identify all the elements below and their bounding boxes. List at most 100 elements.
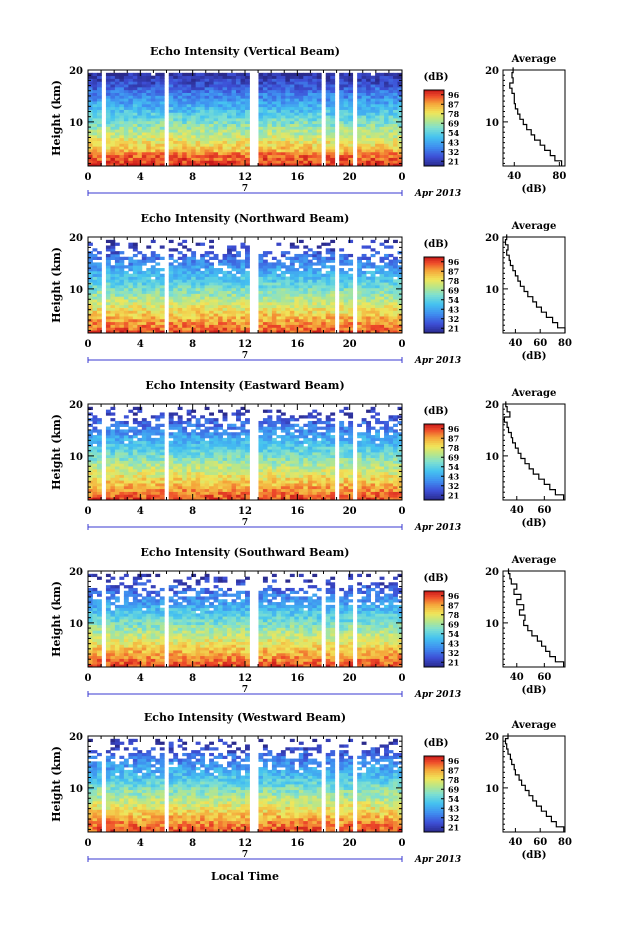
heatmap-cell: [289, 129, 295, 133]
heatmap-cell: [132, 471, 138, 475]
heatmap-cell: [298, 262, 304, 266]
heatmap-cell: [200, 316, 206, 320]
heatmap-cell: [258, 293, 264, 297]
heatmap-cell: [393, 132, 398, 136]
heatmap-cell: [150, 452, 156, 456]
heatmap-cell: [294, 86, 300, 91]
heatmap-cell: [137, 106, 143, 110]
heatmap-cell: [267, 282, 273, 286]
heatmap-cell: [366, 151, 371, 156]
heatmap-cell: [155, 299, 161, 303]
heatmap-cell: [128, 242, 134, 246]
heatmap-cell: [276, 268, 282, 272]
heatmap-cell: [245, 101, 250, 105]
heatmap-cell: [209, 452, 214, 456]
heatmap-cell: [271, 118, 277, 122]
heatmap-cell: [119, 474, 125, 478]
heatmap-cell: [303, 157, 309, 161]
heatmap-cell: [245, 265, 250, 269]
heatmap-cell: [218, 84, 223, 88]
heatmap-cell: [155, 146, 161, 150]
heatmap-cell: [200, 285, 206, 289]
heatmap-cell: [195, 460, 201, 464]
heatmap-cell: [114, 477, 120, 481]
heatmap-cell: [218, 95, 223, 99]
heatmap-cell: [177, 310, 183, 314]
heatmap-cell: [114, 316, 120, 320]
heatmap-cell: [393, 256, 398, 260]
heatmap-cell: [168, 120, 174, 125]
heatmap-cell: [146, 463, 152, 467]
heatmap-cell: [128, 494, 134, 498]
heatmap-cell: [168, 109, 174, 113]
heatmap-cell: [245, 140, 250, 144]
heatmap-cell: [96, 429, 102, 433]
heatmap-cell: [289, 304, 295, 308]
heatmap-cell: [173, 106, 179, 110]
heatmap-cell: [110, 310, 116, 314]
heatmap-cell: [236, 81, 241, 85]
heatmap-cell: [258, 118, 264, 122]
heatmap-cell: [114, 488, 120, 492]
heatmap-cell: [141, 81, 147, 85]
heatmap-cell: [316, 112, 322, 116]
heatmap-cell: [173, 494, 179, 498]
heatmap-cell: [177, 126, 183, 130]
heatmap-cell: [114, 115, 120, 119]
heatmap-cell: [227, 112, 232, 116]
heatmap-cell: [173, 327, 179, 331]
colorbar-tick-label: 32: [448, 147, 459, 157]
heatmap-cell: [240, 86, 246, 91]
heatmap-cell: [227, 287, 232, 292]
heatmap-cell: [316, 290, 322, 294]
heatmap-cell: [150, 480, 156, 484]
heatmap-cell: [280, 81, 286, 85]
heatmap-cell: [375, 72, 380, 77]
heatmap-cell: [186, 497, 192, 501]
heatmap-cell: [132, 440, 138, 444]
heatmap-cell: [276, 149, 282, 153]
heatmap-cell: [204, 454, 210, 459]
heatmap-cell: [186, 265, 192, 269]
heatmap-cell: [200, 132, 206, 136]
heatmap-cell: [330, 330, 336, 334]
heatmap-cell: [105, 443, 111, 447]
heatmap-cell: [159, 454, 165, 459]
heatmap-cell: [285, 318, 291, 323]
heatmap-cell: [88, 466, 93, 470]
heatmap-cell: [105, 106, 111, 110]
heatmap-cell: [123, 429, 129, 433]
heatmap-cell: [150, 129, 156, 133]
heatmap-cell: [370, 140, 376, 144]
heatmap-cell: [92, 460, 98, 464]
heatmap-cell: [280, 318, 286, 323]
heatmap-cell: [343, 293, 349, 297]
heatmap-cell: [271, 101, 277, 105]
heatmap-cell: [168, 101, 174, 105]
heatmap-cell: [96, 446, 102, 450]
heatmap-cell: [191, 290, 197, 294]
heatmap-cell: [330, 89, 336, 93]
heatmap-cell: [204, 429, 210, 433]
heatmap-cell: [92, 449, 98, 453]
heatmap-cell: [114, 313, 120, 317]
heatmap-cell: [132, 316, 138, 320]
heatmap-cell: [119, 115, 125, 119]
heatmap-cell: [141, 432, 147, 436]
heatmap-cell: [312, 81, 318, 85]
heatmap-cell: [267, 137, 273, 141]
heatmap-cell: [312, 146, 318, 150]
heatmap-cell: [366, 330, 371, 334]
heatmap-cell: [298, 84, 304, 88]
heatmap-cell: [110, 134, 116, 139]
heatmap-cell: [132, 418, 138, 422]
heatmap-cell: [325, 327, 331, 331]
heatmap-cell: [240, 109, 246, 113]
heatmap-cell: [240, 330, 246, 334]
heatmap-cell: [218, 134, 223, 139]
heatmap-cell: [303, 290, 309, 294]
heatmap-cell: [379, 276, 385, 280]
heatmap-cell: [159, 457, 165, 461]
heatmap-cell: [357, 134, 363, 139]
heatmap-cell: [105, 273, 111, 277]
